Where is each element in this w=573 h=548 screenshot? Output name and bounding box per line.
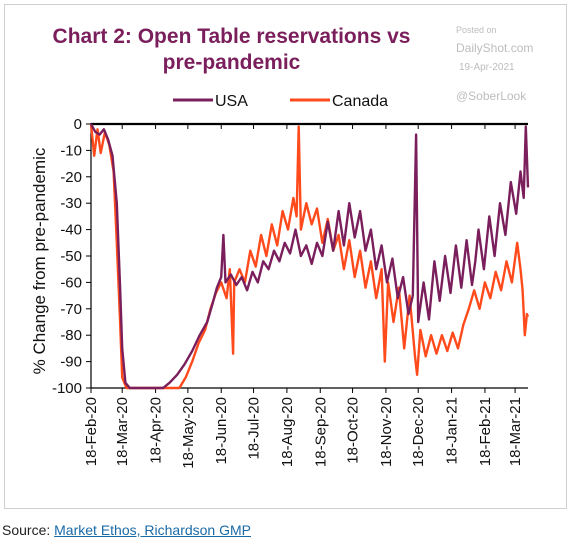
y-tick-label: -70 [60,301,82,318]
chart-frame: Chart 2: Open Table reservations vs pre-… [4,4,567,509]
watermark-site: DailyShot.com [456,41,534,55]
x-tick-label: 18-Feb-21 [477,397,494,466]
chart-title-line-2: pre-pandemic [162,51,301,74]
x-tick-label: 18-Dec-20 [410,397,427,467]
y-tick-label: -50 [60,248,82,265]
y-tick-label: -100 [52,380,82,397]
y-tick-label: -10 [60,142,82,159]
y-axis: 0 -10 -20 -30 -40 -50 -60 -70 -80 -90 -100 [52,116,92,397]
series-lines [89,123,530,390]
watermark-handle: @SoberLook [456,89,527,103]
y-tick-label: 0 [74,116,82,133]
y-tick-label: -60 [60,274,82,291]
x-tick-label: 18-Apr-20 [148,397,165,464]
y-tick-label: -40 [60,222,82,239]
y-tick-label: -20 [60,169,82,186]
line-chart: 0 -10 -20 -30 -40 -50 -60 -70 -80 -90 -100 18-Feb-… [30,116,530,469]
x-tick-label: 18-Jun-20 [213,397,230,465]
chart-title-line-1: Chart 2: Open Table reservations vs [52,25,411,48]
series-line-canada [89,123,530,390]
y-tick-label: -80 [60,327,82,344]
y-tick-label: -30 [60,195,82,212]
source-link[interactable]: Market Ethos, Richardson GMP [54,522,251,538]
x-tick-label: 18-Feb-20 [83,397,100,466]
x-tick-label: 18-Aug-20 [279,397,296,467]
x-tick-label: 18-Mar-21 [507,397,524,466]
source-prefix: Source: [2,522,51,538]
x-tick-label: 18-Oct-20 [345,397,362,464]
legend-label-usa: USA [215,93,248,110]
x-tick-label: 18-Jul-20 [246,397,263,460]
x-tick-label: 18-Mar-20 [114,397,131,466]
watermark-posted-on: Posted on [456,25,497,35]
watermark-date: 19-Apr-2021 [459,62,515,73]
x-tick-label: 18-Nov-20 [378,397,395,467]
y-tick-label: -90 [60,354,82,371]
x-tick-label: 18-Jan-21 [444,397,461,465]
x-axis: 18-Feb-20 18-Mar-20 18-Apr-20 18-May-20 18-J… [83,122,528,469]
chart-legend: USA Canada [173,93,388,110]
series-line-usa [89,123,530,390]
y-axis-label: % Change from pre-pandemic [30,147,49,374]
legend-label-canada: Canada [332,93,388,110]
x-tick-label: 18-May-20 [180,397,197,469]
source-line: Source: Market Ethos, Richardson GMP [2,522,251,538]
x-tick-label: 18-Sep-20 [312,397,329,467]
